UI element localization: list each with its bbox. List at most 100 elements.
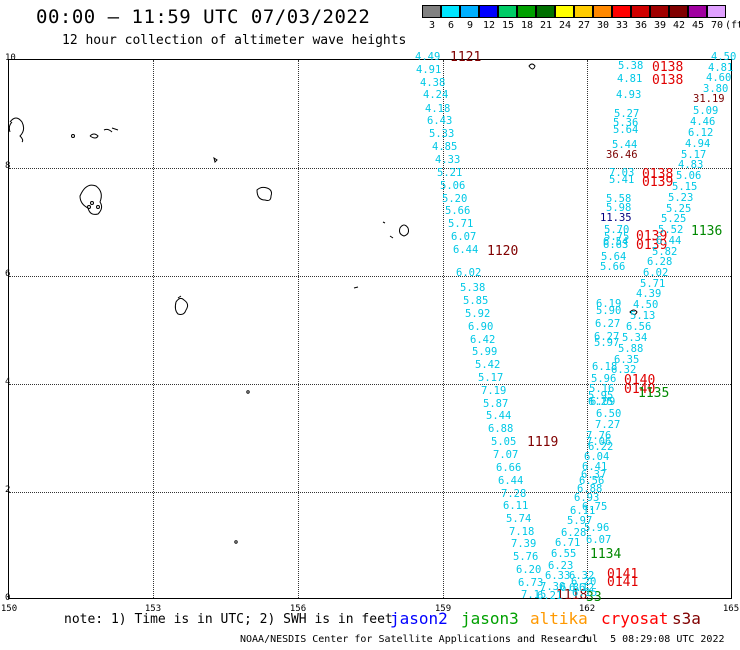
wave-height-value: 5.70 — [604, 224, 630, 236]
wave-height-value: 5.74 — [506, 513, 532, 525]
x-tick-153: 153 — [144, 604, 162, 614]
wave-height-value: 6.02 — [456, 267, 482, 279]
wave-height-value: 6.86 — [560, 582, 586, 594]
wave-height-value: 6.44 — [656, 235, 682, 247]
y-tick-8: 8 — [5, 161, 11, 171]
wave-height-value: 5.44 — [612, 139, 638, 151]
wave-height-value: 6.90 — [468, 321, 494, 333]
x-tick-162: 162 — [578, 604, 596, 614]
colorbar-label: 42 — [672, 20, 686, 31]
wave-height-value: 4.18 — [425, 103, 451, 115]
wave-height-value: 6.25 — [588, 396, 614, 408]
gridline-6 — [9, 276, 731, 277]
colorbar-swatch — [631, 5, 650, 18]
wave-height-value: 6.18 — [592, 361, 618, 373]
wave-height-value: 6.56 — [626, 321, 652, 333]
wave-height-value: 5.06 — [676, 170, 702, 182]
colorbar-swatch — [498, 5, 517, 18]
wave-height-value: 6.04 — [584, 451, 610, 463]
wave-height-value: 6.44 — [453, 244, 479, 256]
track-label-1120: 1120 — [487, 244, 519, 259]
credit-text: NOAA/NESDIS Center for Satellite Applica… — [240, 634, 590, 645]
wave-height-value: 7.03 — [609, 167, 635, 179]
wave-height-value: 6.33 — [545, 570, 571, 582]
island-chuuk-west — [8, 117, 25, 143]
map-area — [8, 59, 732, 599]
wave-height-value: 5.36 — [613, 117, 639, 129]
colorbar-swatch — [593, 5, 612, 18]
track-label-0141-b: 0141 — [607, 575, 639, 590]
wave-height-value: 5.27 — [614, 108, 640, 120]
wave-height-value: 5.52 — [658, 224, 684, 236]
track-label-0138-b: 0138 — [652, 73, 684, 88]
wave-height-value: 6.09 — [590, 396, 616, 408]
x-tick-150: 150 — [0, 604, 18, 614]
colorbar-label: 30 — [596, 20, 610, 31]
wave-height-value: 6.12 — [569, 582, 595, 594]
colorbar-swatch — [441, 5, 460, 18]
track-label-1136: 1136 — [691, 224, 723, 239]
gridline-159 — [443, 60, 444, 598]
wave-height-value: 6.88 — [488, 423, 514, 435]
wave-height-value: 4.94 — [685, 138, 711, 150]
wave-height-value: 5.71 — [448, 218, 474, 230]
colorbar-label: 39 — [653, 20, 667, 31]
wave-height-value: 6.11 — [503, 500, 529, 512]
wave-height-value: 6.32 — [611, 364, 637, 376]
colorbar-label: 70 — [710, 20, 724, 31]
gridline-153 — [153, 60, 154, 598]
wave-height-value: 5.17 — [478, 372, 504, 384]
wave-height-value: 5.75 — [604, 231, 630, 243]
wave-height-value: 6.19 — [596, 298, 622, 310]
wave-height-value: 6.12 — [688, 127, 714, 139]
wave-height-value: 5.41 — [609, 174, 635, 186]
wave-height-value: 6.21 — [537, 590, 563, 602]
wave-height-value: 7.15 — [521, 589, 547, 601]
wave-height-value: 5.16 — [589, 383, 615, 395]
legend-cryosat: cryosat — [601, 609, 669, 628]
wave-height-value: 6.20 — [571, 576, 597, 588]
wave-height-value: 7.06 — [586, 436, 612, 448]
wave-height-value: 6.41 — [582, 461, 608, 473]
wave-height-value: 6.27 — [594, 331, 620, 343]
wave-height-value: 5.21 — [437, 167, 463, 179]
wave-height-value: 5.58 — [606, 193, 632, 205]
wave-height-value: 5.38 — [460, 282, 486, 294]
wave-height-value: 5.42 — [475, 359, 501, 371]
colorbar-label: 9 — [466, 20, 474, 31]
wave-height-value: 7.19 — [481, 385, 507, 397]
colorbar-swatch — [555, 5, 574, 18]
wave-height-value: 6.50 — [596, 408, 622, 420]
wave-height-value: 4.93 — [616, 89, 642, 101]
y-tick-0: 0 — [5, 593, 11, 603]
wave-height-value: 5.71 — [640, 278, 666, 290]
wave-height-value: 5.66 — [600, 261, 626, 273]
track-label-1133: 33 — [586, 590, 602, 605]
wave-height-value: 7.39 — [511, 538, 537, 550]
wave-height-value: 5.25 — [661, 213, 687, 225]
wave-height-value: 4.50 — [633, 299, 659, 311]
island-reef-a — [89, 127, 119, 139]
track-label-0139-c: 0139 — [636, 238, 668, 253]
y-tick-2: 2 — [5, 485, 11, 495]
wave-height-value: 6.27 — [595, 318, 621, 330]
track-label-1135: 1135 — [638, 386, 670, 401]
wave-height-value: 6.93 — [574, 492, 600, 504]
colorbar-label: 45 — [691, 20, 705, 31]
wave-height-value: 6.66 — [496, 462, 522, 474]
colorbar-swatch — [517, 5, 536, 18]
track-label-0138-a: 0138 — [652, 60, 684, 75]
colorbar-swatch — [460, 5, 479, 18]
wave-height-value: 4.85 — [432, 141, 458, 153]
colorbar-swatch — [707, 5, 726, 18]
colorbar-swatch — [612, 5, 631, 18]
wave-height-value: 5.76 — [513, 551, 539, 563]
wave-height-value: 6.07 — [451, 231, 477, 243]
wave-height-value: 11.35 — [600, 212, 632, 224]
wave-height-value: 7.27 — [595, 419, 621, 431]
wave-height-value: 36.46 — [606, 149, 638, 161]
track-label-0138-c: 0138 — [642, 167, 674, 182]
colorbar-label: 27 — [577, 20, 591, 31]
wave-height-value: 5.13 — [630, 310, 656, 322]
legend-s3a: s3a — [672, 609, 701, 628]
